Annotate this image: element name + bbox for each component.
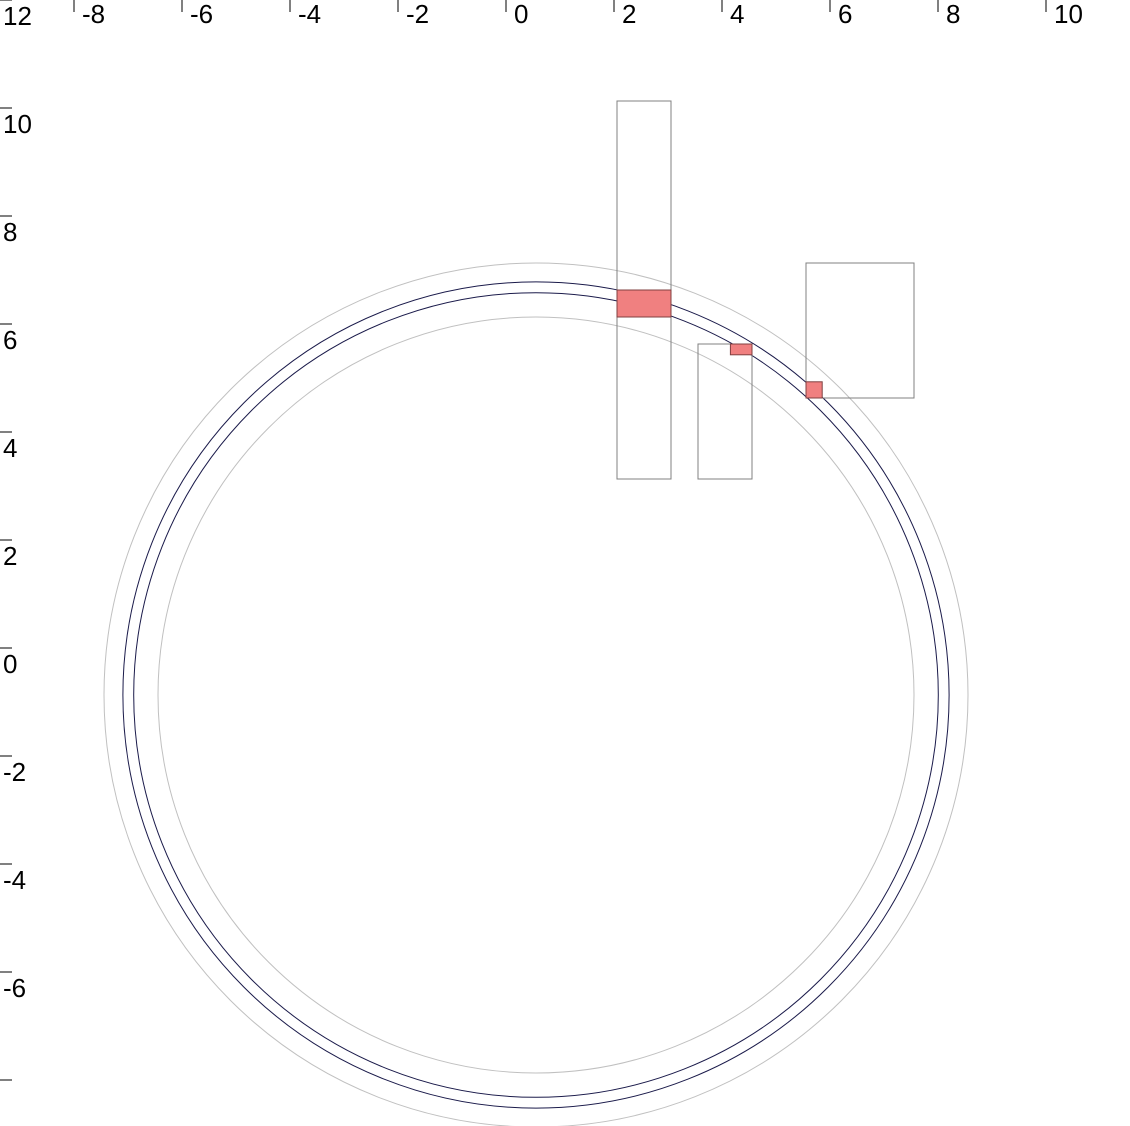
y-tick-label: 6 — [3, 325, 17, 355]
highlight-cell-2 — [729, 343, 753, 356]
x-tick-label: -4 — [298, 0, 321, 29]
y-tick-label: 4 — [3, 433, 17, 463]
x-tick-label: 2 — [622, 0, 636, 29]
highlight-layer — [616, 289, 823, 399]
x-tick-label: -6 — [190, 0, 213, 29]
region-box-2 — [697, 343, 753, 480]
y-tick-label: -2 — [3, 757, 26, 787]
x-tick-label: 6 — [838, 0, 852, 29]
y-tick-label: 12 — [3, 1, 32, 31]
y-tick-label: 8 — [3, 217, 17, 247]
x-tick-label: -2 — [406, 0, 429, 29]
x-tick-label: 0 — [514, 0, 528, 29]
x-axis: -8 -6 -4 -2 0 2 4 6 8 10 — [73, 0, 1083, 29]
circle-inner-band — [157, 316, 915, 1074]
circle-outer-band — [103, 262, 969, 1126]
region-box-3 — [805, 262, 915, 399]
x-tick-label: 8 — [946, 0, 960, 29]
y-tick-label: -6 — [3, 973, 26, 1003]
y-tick-label: 2 — [3, 541, 17, 571]
x-tick-label: 4 — [730, 0, 744, 29]
circle-track-outer — [122, 281, 950, 1109]
x-tick-label: -8 — [82, 0, 105, 29]
y-tick-label: 0 — [3, 649, 17, 679]
y-axis: 12 10 8 6 4 2 0 -2 -4 -6 — [0, 0, 32, 1081]
highlight-cell-3 — [805, 381, 823, 399]
x-tick-label: 10 — [1054, 0, 1083, 29]
y-tick-label: -4 — [3, 865, 26, 895]
circle-track-inner — [133, 292, 939, 1098]
circle-layer — [103, 262, 969, 1126]
highlight-cell-1 — [616, 289, 672, 318]
y-tick-label: 10 — [3, 109, 32, 139]
